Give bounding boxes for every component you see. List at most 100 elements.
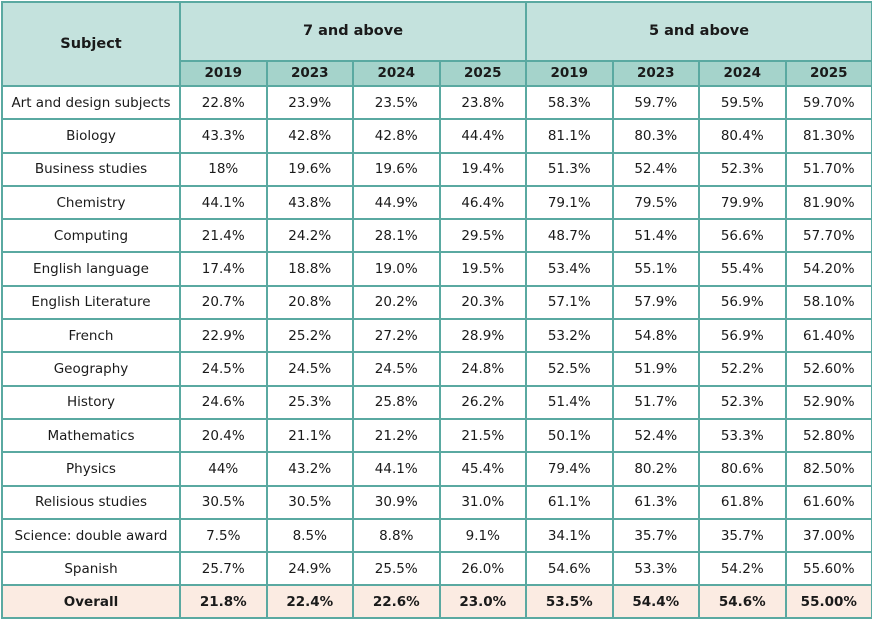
table-row: Chemistry 44.1% 43.8% 44.9% 46.4% 79.1% 79.5% 7… [1,184,872,221]
table-body: Art and design subjects 22.8% 23.9% 23.5% 23… [1,84,872,620]
year-header: 2019 [179,59,268,88]
value-cell: 81.1% [525,118,614,154]
table-row: Art and design subjects 22.8% 23.9% 23.5% 23… [1,84,872,121]
value-cell: 48.7% [525,218,614,254]
subject-cell: Biology [1,118,181,154]
value-cell: 50.1% [525,417,614,454]
value-cell: 25.3% [265,384,354,420]
table-row: Mathematics 20.4% 21.1% 21.2% 21.5% 50.1% 52.4… [1,417,872,454]
value-cell: 61.1% [525,484,614,520]
value-cell: 25.7% [179,551,268,587]
value-cell: 26.2% [438,384,528,420]
year-header: 2024 [698,59,787,88]
group-header-5-and-above: 5 and above [525,1,872,62]
value-cell: 56.9% [698,318,787,354]
subject-cell: Physics [1,451,181,487]
value-cell: 17.4% [179,251,268,287]
value-cell: 53.4% [525,251,614,287]
value-cell: 25.2% [265,318,354,354]
value-cell: 59.7% [611,84,701,121]
value-cell: 19.5% [438,251,528,287]
value-cell: 35.7% [611,517,701,554]
value-cell: 43.8% [265,184,354,221]
value-cell: 51.9% [611,351,701,387]
value-cell: 27.2% [352,318,441,354]
value-cell: 46.4% [438,184,528,221]
value-cell: 43.2% [265,451,354,487]
value-cell: 51.4% [611,218,701,254]
value-cell: 80.6% [698,451,787,487]
value-cell: 82.50% [784,451,872,487]
value-cell: 25.5% [352,551,441,587]
year-header: 2019 [525,59,614,88]
group-header-row: Subject 7 and above 5 and above [1,1,872,87]
value-cell: 52.3% [698,384,787,420]
value-cell: 52.60% [784,351,872,387]
value-cell: 21.5% [438,417,528,454]
value-cell: 44% [179,451,268,487]
table-row: Relisious studies 30.5% 30.5% 30.9% 31.0% 61.… [1,484,872,520]
value-cell: 56.9% [698,284,787,321]
value-cell: 42.8% [352,118,441,154]
subject-cell: English language [1,251,181,287]
value-cell: 52.4% [611,151,701,187]
value-cell: 59.70% [784,84,872,121]
value-cell: 79.5% [611,184,701,221]
value-cell: 29.5% [438,218,528,254]
table-row: Science: double award 7.5% 8.5% 8.8% 9.1% 34.… [1,517,872,554]
table-row: Physics 44% 43.2% 44.1% 45.4% 79.4% 80.2% 80.6%… [1,451,872,487]
table-row: English language 17.4% 18.8% 19.0% 19.5% 53.4… [1,251,872,287]
value-cell: 51.70% [784,151,872,187]
value-cell: 54.2% [698,551,787,587]
value-cell: 51.7% [611,384,701,420]
value-cell: 55.4% [698,251,787,287]
value-cell: 19.4% [438,151,528,187]
subject-cell: French [1,318,181,354]
value-cell: 80.3% [611,118,701,154]
table-row: Spanish 25.7% 24.9% 25.5% 26.0% 54.6% 53.3% 54.… [1,551,872,587]
value-cell: 31.0% [438,484,528,520]
value-cell: 37.00% [784,517,872,554]
value-cell: 24.6% [179,384,268,420]
value-cell: 24.5% [179,351,268,387]
value-cell: 61.8% [698,484,787,520]
subject-cell: History [1,384,181,420]
value-cell: 7.5% [179,517,268,554]
value-cell: 61.60% [784,484,872,520]
value-cell: 52.3% [698,151,787,187]
value-cell: 58.3% [525,84,614,121]
value-cell: 24.9% [265,551,354,587]
value-cell: 28.9% [438,318,528,354]
value-cell: 53.3% [698,417,787,454]
value-cell: 22.9% [179,318,268,354]
value-cell: 55.1% [611,251,701,287]
value-cell: 57.1% [525,284,614,321]
table-row: French 22.9% 25.2% 27.2% 28.9% 53.2% 54.8% 56.9… [1,318,872,354]
value-cell: 79.4% [525,451,614,487]
value-cell: 24.5% [265,351,354,387]
value-cell: 44.4% [438,118,528,154]
year-header: 2025 [438,59,528,88]
value-cell: 79.9% [698,184,787,221]
value-cell: 35.7% [698,517,787,554]
value-cell: 44.1% [179,184,268,221]
value-cell: 9.1% [438,517,528,554]
value-cell: 59.5% [698,84,787,121]
value-cell: 44.9% [352,184,441,221]
subject-cell: Mathematics [1,417,181,454]
value-cell: 19.6% [265,151,354,187]
value-cell: 26.0% [438,551,528,587]
value-cell: 54.6% [525,551,614,587]
value-cell: 54.6% [698,584,787,620]
value-cell: 8.5% [265,517,354,554]
value-cell: 24.2% [265,218,354,254]
value-cell: 55.60% [784,551,872,587]
value-cell: 24.5% [352,351,441,387]
subject-cell: Spanish [1,551,181,587]
table-row: Biology 43.3% 42.8% 42.8% 44.4% 81.1% 80.3% 80.… [1,118,872,154]
value-cell: 61.3% [611,484,701,520]
group-header-7-and-above: 7 and above [178,1,528,62]
subject-cell: Art and design subjects [1,84,181,121]
value-cell: 52.5% [525,351,614,387]
